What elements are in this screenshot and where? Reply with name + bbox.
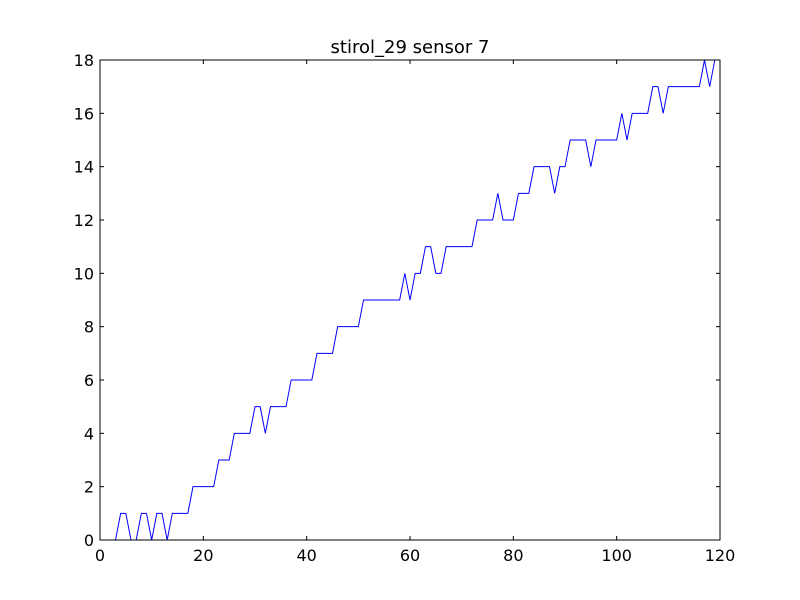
y-tick-label: 12 bbox=[74, 211, 94, 230]
x-tick-label: 120 bbox=[705, 546, 736, 565]
plot-area bbox=[100, 59, 720, 541]
x-tick-label: 60 bbox=[400, 546, 420, 565]
y-tick-label: 6 bbox=[84, 371, 94, 390]
y-tick-label: 4 bbox=[84, 424, 94, 443]
x-tick-label: 0 bbox=[95, 546, 105, 565]
x-tick-label: 20 bbox=[193, 546, 213, 565]
y-tick-label: 10 bbox=[74, 264, 94, 283]
axes-frame bbox=[99, 59, 721, 541]
axes-ticks: 0 20 40 60 80 100 120 0 2 4 6 8 10 12 14 16 18 bbox=[74, 51, 736, 565]
y-tick-label: 16 bbox=[74, 104, 94, 123]
chart-title: stirol_29 sensor 7 bbox=[331, 37, 490, 58]
y-tick-label: 14 bbox=[74, 158, 94, 177]
y-tick-label: 2 bbox=[84, 478, 94, 497]
x-tick-label: 100 bbox=[601, 546, 632, 565]
x-tick-label: 40 bbox=[296, 546, 316, 565]
x-tick-label: 80 bbox=[503, 546, 523, 565]
y-tick-label: 18 bbox=[74, 51, 94, 70]
y-tick-label: 0 bbox=[84, 531, 94, 550]
series-line-0 bbox=[100, 59, 720, 541]
y-tick-label: 8 bbox=[84, 318, 94, 337]
